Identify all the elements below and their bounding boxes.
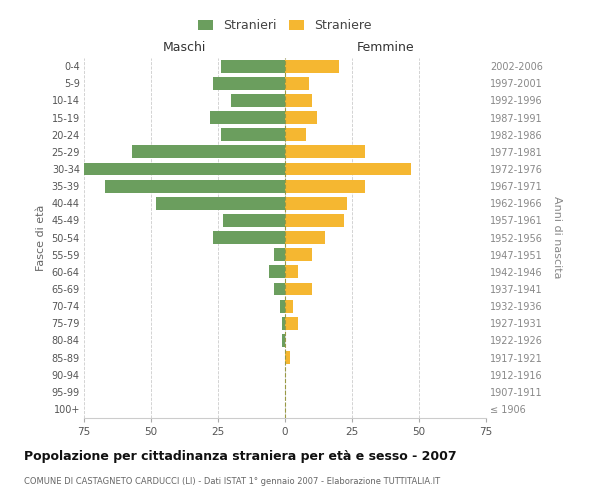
Bar	[274, 248, 285, 261]
Text: COMUNE DI CASTAGNETO CARDUCCI (LI) - Dati ISTAT 1° gennaio 2007 - Elaborazione T: COMUNE DI CASTAGNETO CARDUCCI (LI) - Dat…	[24, 478, 440, 486]
Bar	[285, 351, 290, 364]
Bar	[285, 111, 317, 124]
Text: Popolazione per cittadinanza straniera per età e sesso - 2007: Popolazione per cittadinanza straniera p…	[24, 450, 457, 463]
Bar	[285, 94, 312, 107]
Legend: Stranieri, Straniere: Stranieri, Straniere	[196, 17, 374, 35]
Bar	[132, 146, 285, 158]
Bar	[285, 214, 344, 227]
Bar	[283, 334, 285, 347]
Bar	[212, 77, 285, 90]
Bar	[285, 60, 338, 72]
Bar	[285, 248, 312, 261]
Bar	[285, 282, 312, 296]
Bar	[285, 266, 298, 278]
Text: Maschi: Maschi	[163, 41, 206, 54]
Bar	[280, 300, 285, 312]
Bar	[285, 146, 365, 158]
Bar	[210, 111, 285, 124]
Bar	[285, 231, 325, 244]
Bar	[285, 128, 307, 141]
Bar	[285, 300, 293, 312]
Y-axis label: Fasce di età: Fasce di età	[36, 204, 46, 270]
Bar	[223, 214, 285, 227]
Bar	[285, 77, 309, 90]
Bar	[285, 197, 347, 209]
Bar	[232, 94, 285, 107]
Bar	[269, 266, 285, 278]
Bar	[283, 317, 285, 330]
Bar	[84, 162, 285, 175]
Bar	[285, 317, 298, 330]
Text: Femmine: Femmine	[356, 41, 415, 54]
Y-axis label: Anni di nascita: Anni di nascita	[553, 196, 562, 279]
Bar	[157, 197, 285, 209]
Bar	[274, 282, 285, 296]
Bar	[221, 128, 285, 141]
Bar	[221, 60, 285, 72]
Bar	[106, 180, 285, 192]
Bar	[285, 180, 365, 192]
Bar	[285, 162, 411, 175]
Bar	[212, 231, 285, 244]
